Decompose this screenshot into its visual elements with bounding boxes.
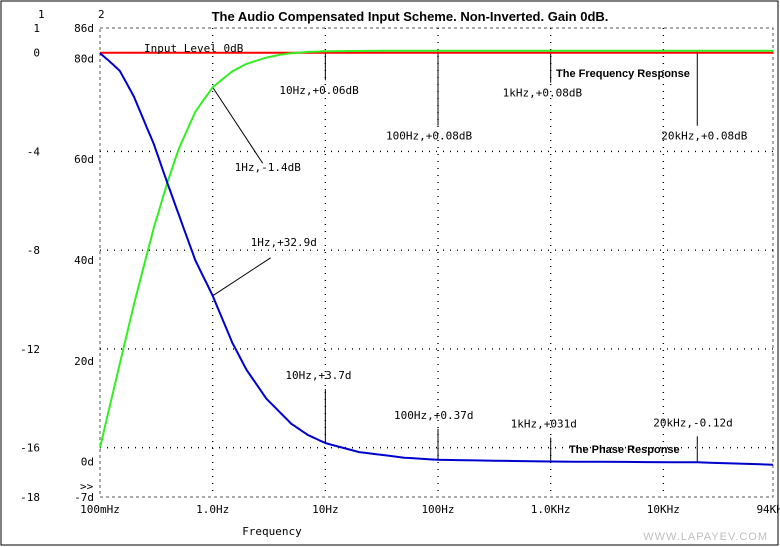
chart-title: The Audio Compensated Input Scheme. Non-… (212, 9, 609, 24)
axis2-tick-label: 40d (74, 254, 94, 267)
x-tick-label: 10Hz (312, 503, 339, 516)
x-tick-label: 1.0Hz (196, 503, 229, 516)
axis1-marker: 1 (38, 8, 45, 21)
plot-border (99, 27, 774, 498)
annotation-leader (212, 86, 264, 164)
axis1-tick-label: -16 (20, 442, 40, 455)
axis2-tick-label: -7d (74, 491, 94, 504)
axis2-tick-label: 20d (74, 355, 94, 368)
x-tick-label: 100Hz (421, 503, 454, 516)
series-label-frequency: The Frequency Response (556, 68, 690, 80)
axis1-tick-label: -4 (27, 145, 41, 158)
annotation-label: 20kHz,+0.08dB (661, 130, 747, 143)
annotation-label: 1kHz,+031d (511, 418, 577, 431)
annotation-label: 100Hz,+0.37d (394, 409, 473, 422)
series-label-gain: Input Level 0dB (144, 42, 244, 55)
x-tick-labels: 100mHz 1.0Hz 10Hz 100Hz 1.0KHz 10KHz 94KHz (80, 503, 780, 516)
x-tick-label: 10KHz (647, 503, 680, 516)
axis2-tick-label: 0d (81, 456, 94, 469)
x-tick-label: 1.0KHz (531, 503, 571, 516)
annotation-label: 10Hz,+3.7d (285, 369, 351, 382)
annotations: 1Hz,-1.4dB 10Hz,+0.06dB 100Hz,+0.08dB 1kHz,… (212, 50, 748, 463)
x-tick-label: 94KHz (756, 503, 780, 516)
annotation-label: 1Hz,+32.9d (251, 236, 317, 249)
x-tick-label: 100mHz (80, 503, 120, 516)
annotation-label: 1kHz,+0.08dB (503, 87, 583, 100)
axis2-marker: 2 (98, 8, 105, 21)
annotation-label: 1Hz,-1.4dB (235, 161, 302, 174)
axis1-tick-label: -12 (20, 343, 40, 356)
axis2-tick-label: 86d (74, 22, 94, 35)
axis1-tick-label: -8 (27, 244, 40, 257)
axis2-tick-label: 80d (74, 52, 94, 65)
x-axis-label: Frequency (242, 525, 302, 538)
series-labels: Input Level 0dB The Frequency Response The… (144, 42, 690, 456)
axis2-tick-labels: 86d 80d 60d 40d 20d 0d -7d (74, 22, 94, 504)
annotation-leader (212, 257, 271, 297)
series-line-frequency (99, 49, 773, 448)
series-label-phase: The Phase Response (569, 444, 680, 456)
series-lines (99, 49, 774, 466)
watermark: WWW.LAPAYEV.COM (643, 531, 768, 543)
annotation-label: 20kHz,-0.12d (653, 416, 732, 429)
axis1-tick-label: -18 (20, 491, 40, 504)
annotation-label: 100Hz,+0.08dB (386, 130, 472, 143)
axis1-tick-labels: 1 0 -4 -8 -12 -16 -18 (20, 22, 40, 504)
series-line-phase (99, 52, 774, 466)
annotation-label: 10Hz,+0.06dB (279, 84, 359, 97)
axis2-overflow-marker: >> (80, 480, 94, 493)
axis1-tick-label: 0 (33, 47, 40, 60)
axis1-tick-label: 1 (33, 22, 40, 35)
axis2-tick-label: 60d (74, 153, 94, 166)
